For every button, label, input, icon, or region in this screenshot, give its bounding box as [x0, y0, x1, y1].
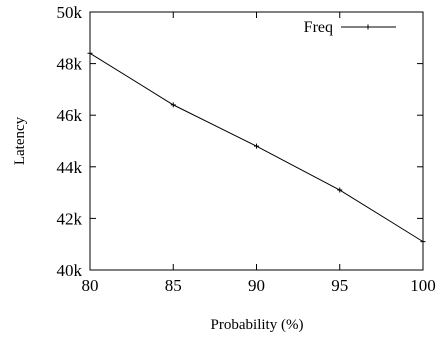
- x-axis-label: Probability (%): [211, 317, 304, 333]
- y-tick-label: 42k: [57, 209, 83, 228]
- ticks-layer: 80 85 90 95 100 40k 42k 44k 46k 48k 50k: [57, 3, 436, 295]
- legend-marker-freq: [365, 24, 371, 30]
- y-tick-label: 46k: [57, 106, 83, 125]
- data-point-freq: [254, 143, 259, 149]
- y-tick-label: 40k: [57, 261, 83, 280]
- y-tick-label: 50k: [57, 3, 83, 22]
- x-tick-label: 90: [248, 276, 265, 295]
- x-tick-label: 100: [410, 276, 436, 295]
- x-tick-label: 80: [82, 276, 99, 295]
- y-axis-label: Latency: [12, 116, 28, 165]
- legend-label-freq: Freq: [304, 19, 333, 36]
- x-tick-label: 85: [165, 276, 182, 295]
- series-layer: [87, 50, 426, 245]
- data-point-freq: [170, 102, 176, 108]
- x-tick-label: 95: [331, 276, 348, 295]
- data-point-freq: [337, 187, 343, 193]
- plot-area-frame: [89, 11, 424, 271]
- legend: Freq: [304, 19, 396, 36]
- y-tick-label: 48k: [57, 55, 83, 74]
- y-tick-label: 44k: [57, 158, 83, 177]
